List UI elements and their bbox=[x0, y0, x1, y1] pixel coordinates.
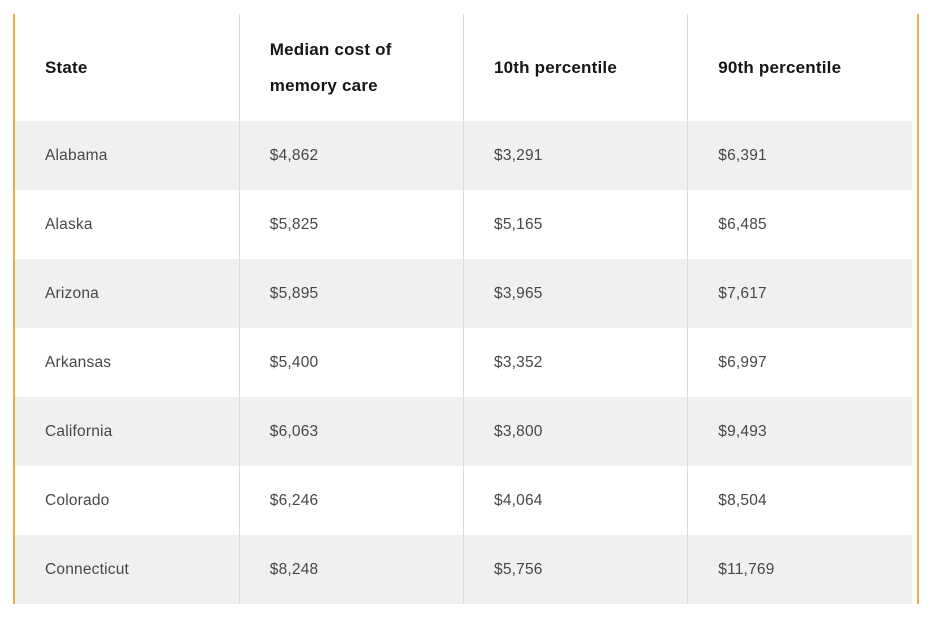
cell-10th-percentile: $5,165 bbox=[463, 190, 689, 259]
cell-90th-percentile: $6,997 bbox=[718, 353, 767, 371]
cell-90th-percentile: $7,617 bbox=[718, 284, 767, 302]
cell-median-cost: $4,862 bbox=[239, 121, 465, 190]
table-header: State Median cost of memory care 10th pe… bbox=[15, 14, 912, 121]
cell-10th-percentile: $3,291 bbox=[463, 121, 689, 190]
cell-state: Alaska bbox=[15, 190, 240, 259]
column-header-state: State bbox=[15, 14, 240, 121]
cell-90th-percentile: $6,485 bbox=[718, 215, 767, 233]
memory-care-cost-table: State Median cost of memory care 10th pe… bbox=[13, 14, 919, 604]
table-row: Colorado $6,246 $4,064 $8,504 bbox=[15, 466, 912, 535]
cell-10th-percentile: $3,965 bbox=[463, 259, 689, 328]
cell-90th-percentile: $9,493 bbox=[718, 422, 767, 440]
cell-state: Arizona bbox=[15, 259, 240, 328]
cell-90th-percentile: $8,504 bbox=[718, 491, 767, 509]
cell-10th-percentile: $4,064 bbox=[463, 466, 689, 535]
cell-90th-percentile: $11,769 bbox=[718, 560, 775, 578]
cell-state: California bbox=[15, 397, 240, 466]
column-header-median-cost: Median cost of memory care bbox=[239, 14, 465, 121]
table-row: Arkansas $5,400 $3,352 $6,997 bbox=[15, 328, 912, 397]
data-table: State Median cost of memory care 10th pe… bbox=[15, 14, 912, 604]
cell-10th-percentile: $5,756 bbox=[463, 535, 689, 604]
column-header-90th-percentile: 90th percentile bbox=[718, 57, 842, 77]
cell-90th-percentile: $6,391 bbox=[718, 146, 767, 164]
cell-state: Arkansas bbox=[15, 328, 240, 397]
cell-median-cost: $5,400 bbox=[239, 328, 465, 397]
cell-median-cost: $5,825 bbox=[239, 190, 465, 259]
cell-10th-percentile: $3,352 bbox=[463, 328, 689, 397]
column-header-median-cost-label: Median cost of memory care bbox=[269, 39, 392, 95]
table-row: Arizona $5,895 $3,965 $7,617 bbox=[15, 259, 912, 328]
cell-median-cost: $6,246 bbox=[239, 466, 465, 535]
cell-median-cost: $6,063 bbox=[239, 397, 465, 466]
cell-median-cost: $8,248 bbox=[239, 535, 465, 604]
cell-state: Connecticut bbox=[15, 535, 240, 604]
header-row: State Median cost of memory care 10th pe… bbox=[15, 14, 912, 121]
cell-median-cost: $5,895 bbox=[239, 259, 465, 328]
table-row: Alabama $4,862 $3,291 $6,391 bbox=[15, 121, 912, 190]
cell-10th-percentile: $3,800 bbox=[463, 397, 689, 466]
cell-state: Alabama bbox=[15, 121, 240, 190]
table-row: California $6,063 $3,800 $9,493 bbox=[15, 397, 912, 466]
table-row: Alaska $5,825 $5,165 $6,485 bbox=[15, 190, 912, 259]
column-header-10th-percentile: 10th percentile bbox=[463, 14, 689, 121]
table-row: Connecticut $8,248 $5,756 $11,769 bbox=[15, 535, 912, 604]
cell-state: Colorado bbox=[15, 466, 240, 535]
table-body: Alabama $4,862 $3,291 $6,391 Alaska $5,8… bbox=[15, 121, 912, 604]
